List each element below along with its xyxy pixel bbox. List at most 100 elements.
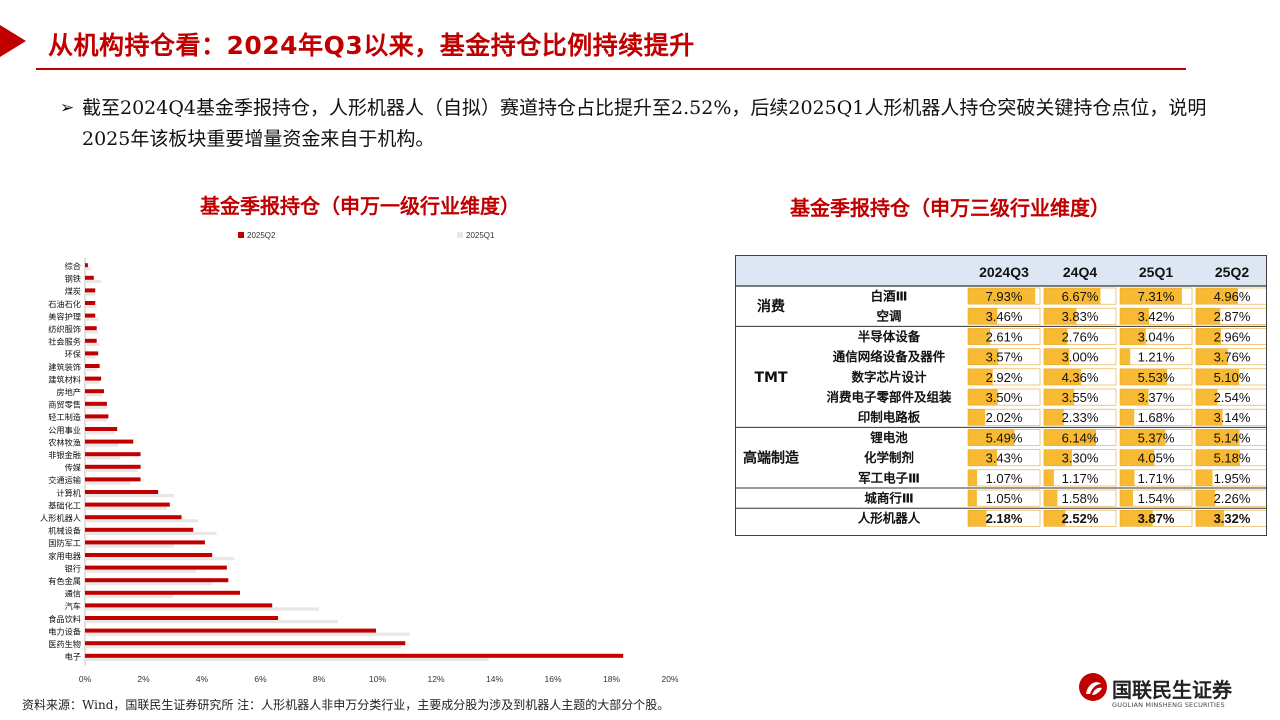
page-title: 从机构持仓看：2024年Q3以来，基金持仓比例持续提升 bbox=[48, 31, 695, 60]
table-databar bbox=[1196, 348, 1228, 365]
category-label: 农林牧渔 bbox=[48, 437, 81, 447]
bar-2025q2 bbox=[85, 502, 170, 507]
bar-2025q2 bbox=[85, 401, 107, 406]
table-databar bbox=[968, 490, 977, 507]
table-databar-frame bbox=[1043, 348, 1117, 366]
table-value-cell: 1.05% bbox=[986, 491, 1023, 506]
category-label: 国防军工 bbox=[48, 538, 81, 548]
table-value-cell: 1.07% bbox=[986, 471, 1023, 486]
bullet-arrow-icon: ➢ bbox=[60, 98, 75, 118]
category-label: 轻工制造 bbox=[48, 412, 81, 422]
bar-2025q2 bbox=[85, 527, 194, 532]
category-label: 社会服务 bbox=[48, 337, 81, 347]
title-arrow-icon bbox=[0, 25, 26, 57]
x-tick-label: 10% bbox=[369, 674, 386, 684]
bar-2025q1 bbox=[85, 506, 167, 510]
bar-2025q1 bbox=[85, 645, 401, 649]
logo-subtitle: GUOLIAN MINSHENG SECURITIES bbox=[1112, 701, 1225, 709]
table-value-cell: 2.92% bbox=[986, 370, 1023, 385]
table-value-cell: 3.46% bbox=[986, 309, 1023, 324]
table-value-cell: 3.00% bbox=[1062, 350, 1099, 365]
table-databar bbox=[1120, 449, 1155, 466]
x-tick-label: 14% bbox=[486, 674, 503, 684]
table-databar-frame bbox=[967, 408, 1041, 426]
table-databar-frame bbox=[1119, 388, 1193, 406]
table-databar bbox=[1196, 469, 1213, 486]
table-value-cell: 3.87% bbox=[1138, 511, 1175, 526]
table-value-cell: 2.18% bbox=[986, 511, 1023, 526]
category-label: 交通运输 bbox=[48, 475, 81, 485]
table-row-label: 人形机器人 bbox=[858, 511, 921, 526]
bar-2025q2 bbox=[85, 414, 109, 419]
table-databar bbox=[1196, 308, 1221, 325]
table-databar-frame bbox=[967, 469, 1041, 487]
table-databar bbox=[1196, 510, 1225, 527]
bar-2025q2 bbox=[85, 515, 182, 520]
table-databar bbox=[1044, 449, 1072, 466]
table-databar-frame bbox=[1119, 307, 1193, 325]
table-title: 基金季报持仓（申万三级行业维度） bbox=[790, 196, 1110, 220]
bar-2025q2 bbox=[85, 477, 141, 482]
bar-2025q2 bbox=[85, 427, 118, 431]
bar-2025q1 bbox=[85, 557, 235, 561]
company-logo: 国联民生证券 GUOLIAN MINSHENG SECURITIES bbox=[1078, 670, 1248, 716]
table-databar-frame bbox=[1119, 368, 1193, 386]
table-databar-frame bbox=[1043, 388, 1117, 406]
table-databar bbox=[968, 409, 986, 426]
table-databar-frame bbox=[1043, 449, 1117, 467]
bar-2025q1 bbox=[85, 531, 217, 535]
bar-2025q1 bbox=[85, 443, 119, 447]
table-databar-frame bbox=[967, 449, 1041, 467]
table-value-cell: 5.49% bbox=[986, 430, 1023, 445]
table-value-cell: 1.71% bbox=[1138, 471, 1175, 486]
bar-2025q2 bbox=[85, 490, 159, 494]
table-databar bbox=[1044, 328, 1068, 345]
table-value-cell: 7.93% bbox=[986, 289, 1023, 304]
table-header-cell: 2024Q3 bbox=[979, 264, 1029, 280]
bar-2025q2 bbox=[85, 439, 134, 444]
bar-2025q1 bbox=[85, 519, 199, 523]
table-databar bbox=[1044, 429, 1097, 446]
table-value-cell: 5.53% bbox=[1138, 370, 1175, 385]
table-value-cell: 4.96% bbox=[1214, 289, 1251, 304]
table-databar-frame bbox=[1043, 429, 1117, 446]
table-value-cell: 1.95% bbox=[1214, 471, 1251, 486]
table-row-label: 锂电池 bbox=[870, 430, 908, 445]
table-group-label: 消费 bbox=[757, 298, 785, 315]
bar-2025q2 bbox=[85, 628, 377, 633]
table-databar-frame bbox=[1119, 287, 1193, 305]
bar-2025q1 bbox=[85, 481, 131, 485]
table-databar-frame bbox=[1043, 307, 1117, 325]
bar-2025q1 bbox=[85, 317, 99, 321]
category-label: 医药生物 bbox=[48, 639, 81, 649]
category-label: 传媒 bbox=[65, 463, 81, 473]
bar-2025q2 bbox=[85, 338, 97, 343]
category-label: 家用电器 bbox=[48, 551, 81, 561]
bar-2025q1 bbox=[85, 305, 97, 309]
table-value-cell: 3.42% bbox=[1138, 309, 1175, 324]
category-label: 机械设备 bbox=[48, 526, 81, 536]
table-databar-frame bbox=[967, 368, 1041, 386]
category-label: 电子 bbox=[65, 652, 81, 662]
bar-2025q2 bbox=[85, 376, 102, 381]
table-databar bbox=[1120, 348, 1131, 365]
holding-table-grid: 2024Q3 24Q4 25Q1 25Q2 白酒Ⅲ 7.93% 6.67% 7.31% 4.96… bbox=[736, 256, 1269, 527]
logo-name: 国联民生证券 bbox=[1112, 678, 1232, 702]
table-value-cell: 3.55% bbox=[1062, 390, 1099, 405]
table-databar-frame bbox=[1119, 328, 1193, 345]
title-divider bbox=[36, 68, 1186, 70]
legend-label-1: 2025Q1 bbox=[466, 231, 495, 240]
x-tick-label: 12% bbox=[427, 674, 444, 684]
legend-swatch-1 bbox=[457, 232, 463, 238]
table-value-cell: 5.10% bbox=[1214, 370, 1251, 385]
table-databar bbox=[1120, 490, 1134, 507]
table-value-cell: 3.50% bbox=[986, 390, 1023, 405]
table-databar bbox=[1120, 469, 1135, 486]
table-databar bbox=[968, 348, 999, 365]
category-label: 人形机器人 bbox=[40, 513, 81, 523]
bar-2025q2 bbox=[85, 275, 94, 280]
bar-2025q2 bbox=[85, 540, 205, 545]
table-databar bbox=[1120, 429, 1166, 446]
bar-2025q2 bbox=[85, 653, 624, 658]
category-label: 汽车 bbox=[65, 601, 81, 611]
